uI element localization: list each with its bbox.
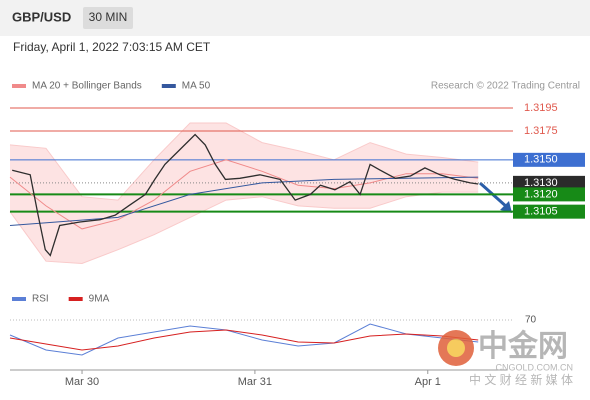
legend-label: MA 50 [182, 81, 211, 92]
forecast-arrow [479, 181, 509, 210]
level-label: 1.3195 [524, 102, 558, 114]
legend-label: RSI [32, 294, 49, 305]
legend-swatch [161, 84, 176, 88]
level-label: 1.3105 [524, 206, 558, 218]
x-tick-label: Mar 30 [65, 376, 99, 388]
rsi-line [9, 323, 479, 356]
price-line [12, 133, 479, 257]
level-label: 1.3120 [524, 188, 558, 200]
level-box [513, 187, 585, 202]
level-box [513, 152, 585, 167]
forecast-arrow-head [500, 201, 512, 213]
ma-line [9, 176, 479, 226]
x-tick-label: Apr 1 [415, 376, 441, 388]
level-label: 1.3175 [524, 125, 558, 137]
watermark-logo-inner [447, 339, 465, 357]
bollinger-lower [9, 191, 479, 265]
watermark-domain: CNGOLD.COM.CN [495, 362, 573, 372]
bollinger-fill [10, 123, 479, 264]
rsi-line [9, 329, 479, 351]
legend-label: MA 20 + Bollinger Bands [32, 81, 142, 92]
ma-line [9, 159, 479, 230]
timeframe[interactable]: 30 MIN [89, 10, 128, 24]
source: Research © 2022 Trading Central [431, 81, 580, 92]
timeframe-button[interactable] [83, 7, 133, 29]
legend-swatch [12, 84, 26, 88]
watermark-title: 中金网 [478, 329, 568, 363]
bollinger-upper [9, 122, 479, 201]
x-tick-label: Mar 31 [238, 376, 272, 388]
level-label: 1.3150 [524, 154, 558, 166]
rsi-tick-label: 70 [525, 315, 537, 326]
level-box [513, 204, 585, 219]
legend-swatch [68, 297, 83, 301]
legend-label: 9MA [89, 294, 110, 305]
watermark: 中金网 CNGOLD.COM.CN 中 文 财 经 新 媒 体 [438, 329, 573, 387]
level-box [513, 175, 585, 190]
timestamp: Friday, April 1, 2022 7:03:15 AM CET [13, 40, 211, 54]
watermark-tagline: 中 文 财 经 新 媒 体 [469, 372, 573, 387]
symbol: GBP/USD [12, 9, 71, 24]
level-label: 1.3130 [524, 177, 558, 189]
legend-swatch [12, 297, 26, 301]
